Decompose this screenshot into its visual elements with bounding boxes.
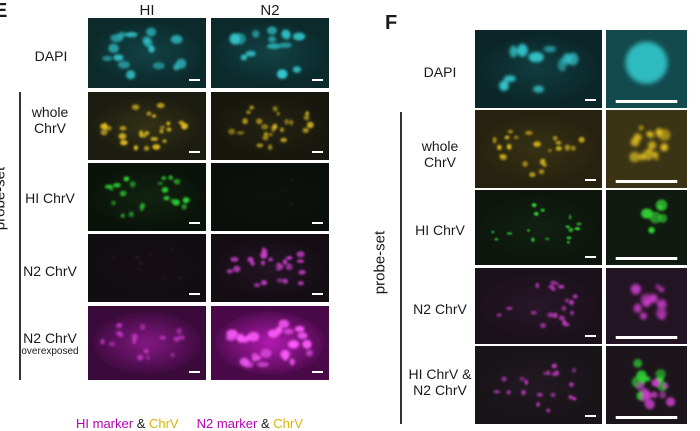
column-header-n2: N2 bbox=[260, 2, 280, 19]
image-f-merge-wide bbox=[475, 346, 602, 424]
row-label-dapi: DAPI bbox=[34, 48, 68, 64]
f-row-label-n2-chrv: N2 ChrV bbox=[413, 301, 467, 317]
row-label-hi-chrv: HI ChrV bbox=[25, 190, 75, 206]
row-label-n2-chrv: N2 ChrV bbox=[23, 263, 77, 279]
f-row-label-hi-chrv: HI ChrV bbox=[415, 222, 465, 238]
panel-f-letter: F bbox=[385, 12, 398, 34]
image-f-hichrv-wide bbox=[475, 190, 602, 265]
probe-set-label-e: probe-set bbox=[0, 166, 9, 231]
image-e-n2over-hi bbox=[88, 306, 206, 380]
f-row-label-dapi: DAPI bbox=[423, 64, 457, 80]
row-label-text: N2 ChrV bbox=[23, 330, 77, 346]
row-label-subtext: overexposed bbox=[21, 346, 79, 357]
image-e-n2chrv-n2 bbox=[211, 234, 329, 302]
image-e-n2chrv-hi bbox=[88, 234, 206, 302]
image-e-hichrv-n2 bbox=[211, 163, 329, 231]
image-e-dapi-hi bbox=[88, 18, 206, 88]
row-label-whole-chrv: whole ChrV bbox=[31, 104, 69, 136]
panel-e-letter: E bbox=[0, 0, 8, 22]
f-row-label-hi-n2-chrv: HI ChrV & N2 ChrV bbox=[408, 366, 472, 398]
f-row-label-whole-chrv: whole ChrV bbox=[421, 138, 459, 170]
image-f-merge-zoom bbox=[606, 346, 687, 424]
image-f-n2chrv-wide bbox=[475, 268, 602, 344]
probe-set-bracket-e bbox=[19, 92, 21, 380]
image-f-hichrv-zoom bbox=[606, 190, 687, 265]
probe-set-bracket-f bbox=[400, 112, 402, 424]
column-header-hi: HI bbox=[139, 2, 155, 19]
image-f-whole-wide bbox=[475, 110, 602, 188]
image-f-dapi-wide bbox=[475, 30, 602, 108]
image-f-whole-zoom bbox=[606, 110, 687, 188]
probe-set-label-f: probe-set bbox=[371, 230, 389, 295]
image-e-whole-hi bbox=[88, 92, 206, 160]
image-e-whole-n2 bbox=[211, 92, 329, 160]
image-f-dapi-zoom bbox=[606, 30, 687, 108]
row-label-n2-chrv-overexposed: N2 ChrV overexposed bbox=[8, 330, 92, 358]
image-e-hichrv-hi bbox=[88, 163, 206, 231]
image-f-n2chrv-zoom bbox=[606, 268, 687, 344]
image-e-n2over-n2 bbox=[211, 306, 329, 380]
image-e-dapi-n2 bbox=[211, 18, 329, 88]
